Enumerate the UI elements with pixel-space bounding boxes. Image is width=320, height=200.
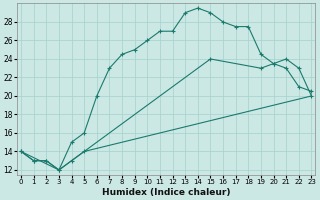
X-axis label: Humidex (Indice chaleur): Humidex (Indice chaleur)	[102, 188, 230, 197]
